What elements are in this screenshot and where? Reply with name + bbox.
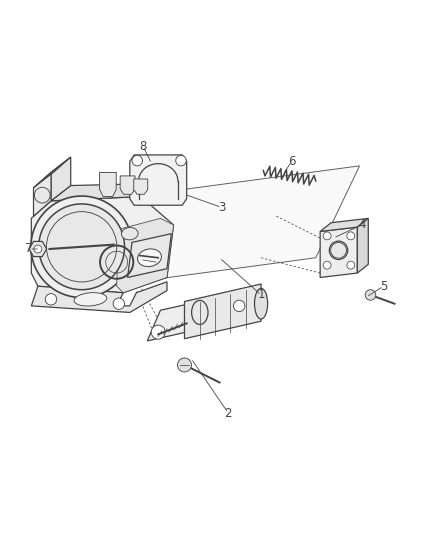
Polygon shape <box>134 179 148 195</box>
Polygon shape <box>127 233 171 278</box>
Ellipse shape <box>254 288 267 319</box>
Ellipse shape <box>328 241 347 260</box>
Text: 3: 3 <box>218 201 225 214</box>
Polygon shape <box>120 176 135 195</box>
Circle shape <box>151 325 165 339</box>
Ellipse shape <box>121 228 138 240</box>
Polygon shape <box>130 155 186 205</box>
Polygon shape <box>147 290 247 341</box>
Text: 7: 7 <box>25 243 33 255</box>
Circle shape <box>330 243 346 258</box>
Circle shape <box>31 196 132 297</box>
Ellipse shape <box>74 293 106 306</box>
Polygon shape <box>184 284 261 338</box>
Polygon shape <box>103 166 359 286</box>
Polygon shape <box>33 172 51 216</box>
Polygon shape <box>117 219 173 293</box>
Text: 4: 4 <box>357 219 365 231</box>
Circle shape <box>364 290 375 300</box>
Circle shape <box>322 232 330 240</box>
Circle shape <box>177 358 191 372</box>
Text: 1: 1 <box>257 288 264 302</box>
Circle shape <box>39 204 124 290</box>
Circle shape <box>132 155 142 166</box>
Polygon shape <box>319 227 357 278</box>
Circle shape <box>45 294 57 305</box>
Circle shape <box>113 298 124 309</box>
Polygon shape <box>29 241 46 256</box>
Text: 5: 5 <box>379 280 386 293</box>
Polygon shape <box>319 219 367 231</box>
Ellipse shape <box>191 301 208 325</box>
Text: 8: 8 <box>139 140 146 152</box>
Polygon shape <box>357 219 367 273</box>
Polygon shape <box>99 172 116 197</box>
Circle shape <box>346 261 354 269</box>
Text: 6: 6 <box>287 155 295 168</box>
Circle shape <box>322 261 330 269</box>
Circle shape <box>34 245 42 253</box>
Text: 2: 2 <box>224 407 231 419</box>
Circle shape <box>175 155 186 166</box>
Polygon shape <box>33 157 71 188</box>
Polygon shape <box>31 282 166 312</box>
Polygon shape <box>51 183 162 201</box>
Circle shape <box>346 232 354 240</box>
Polygon shape <box>31 197 173 293</box>
Ellipse shape <box>137 249 161 266</box>
Circle shape <box>34 187 50 203</box>
Circle shape <box>233 300 244 312</box>
Polygon shape <box>51 157 71 201</box>
